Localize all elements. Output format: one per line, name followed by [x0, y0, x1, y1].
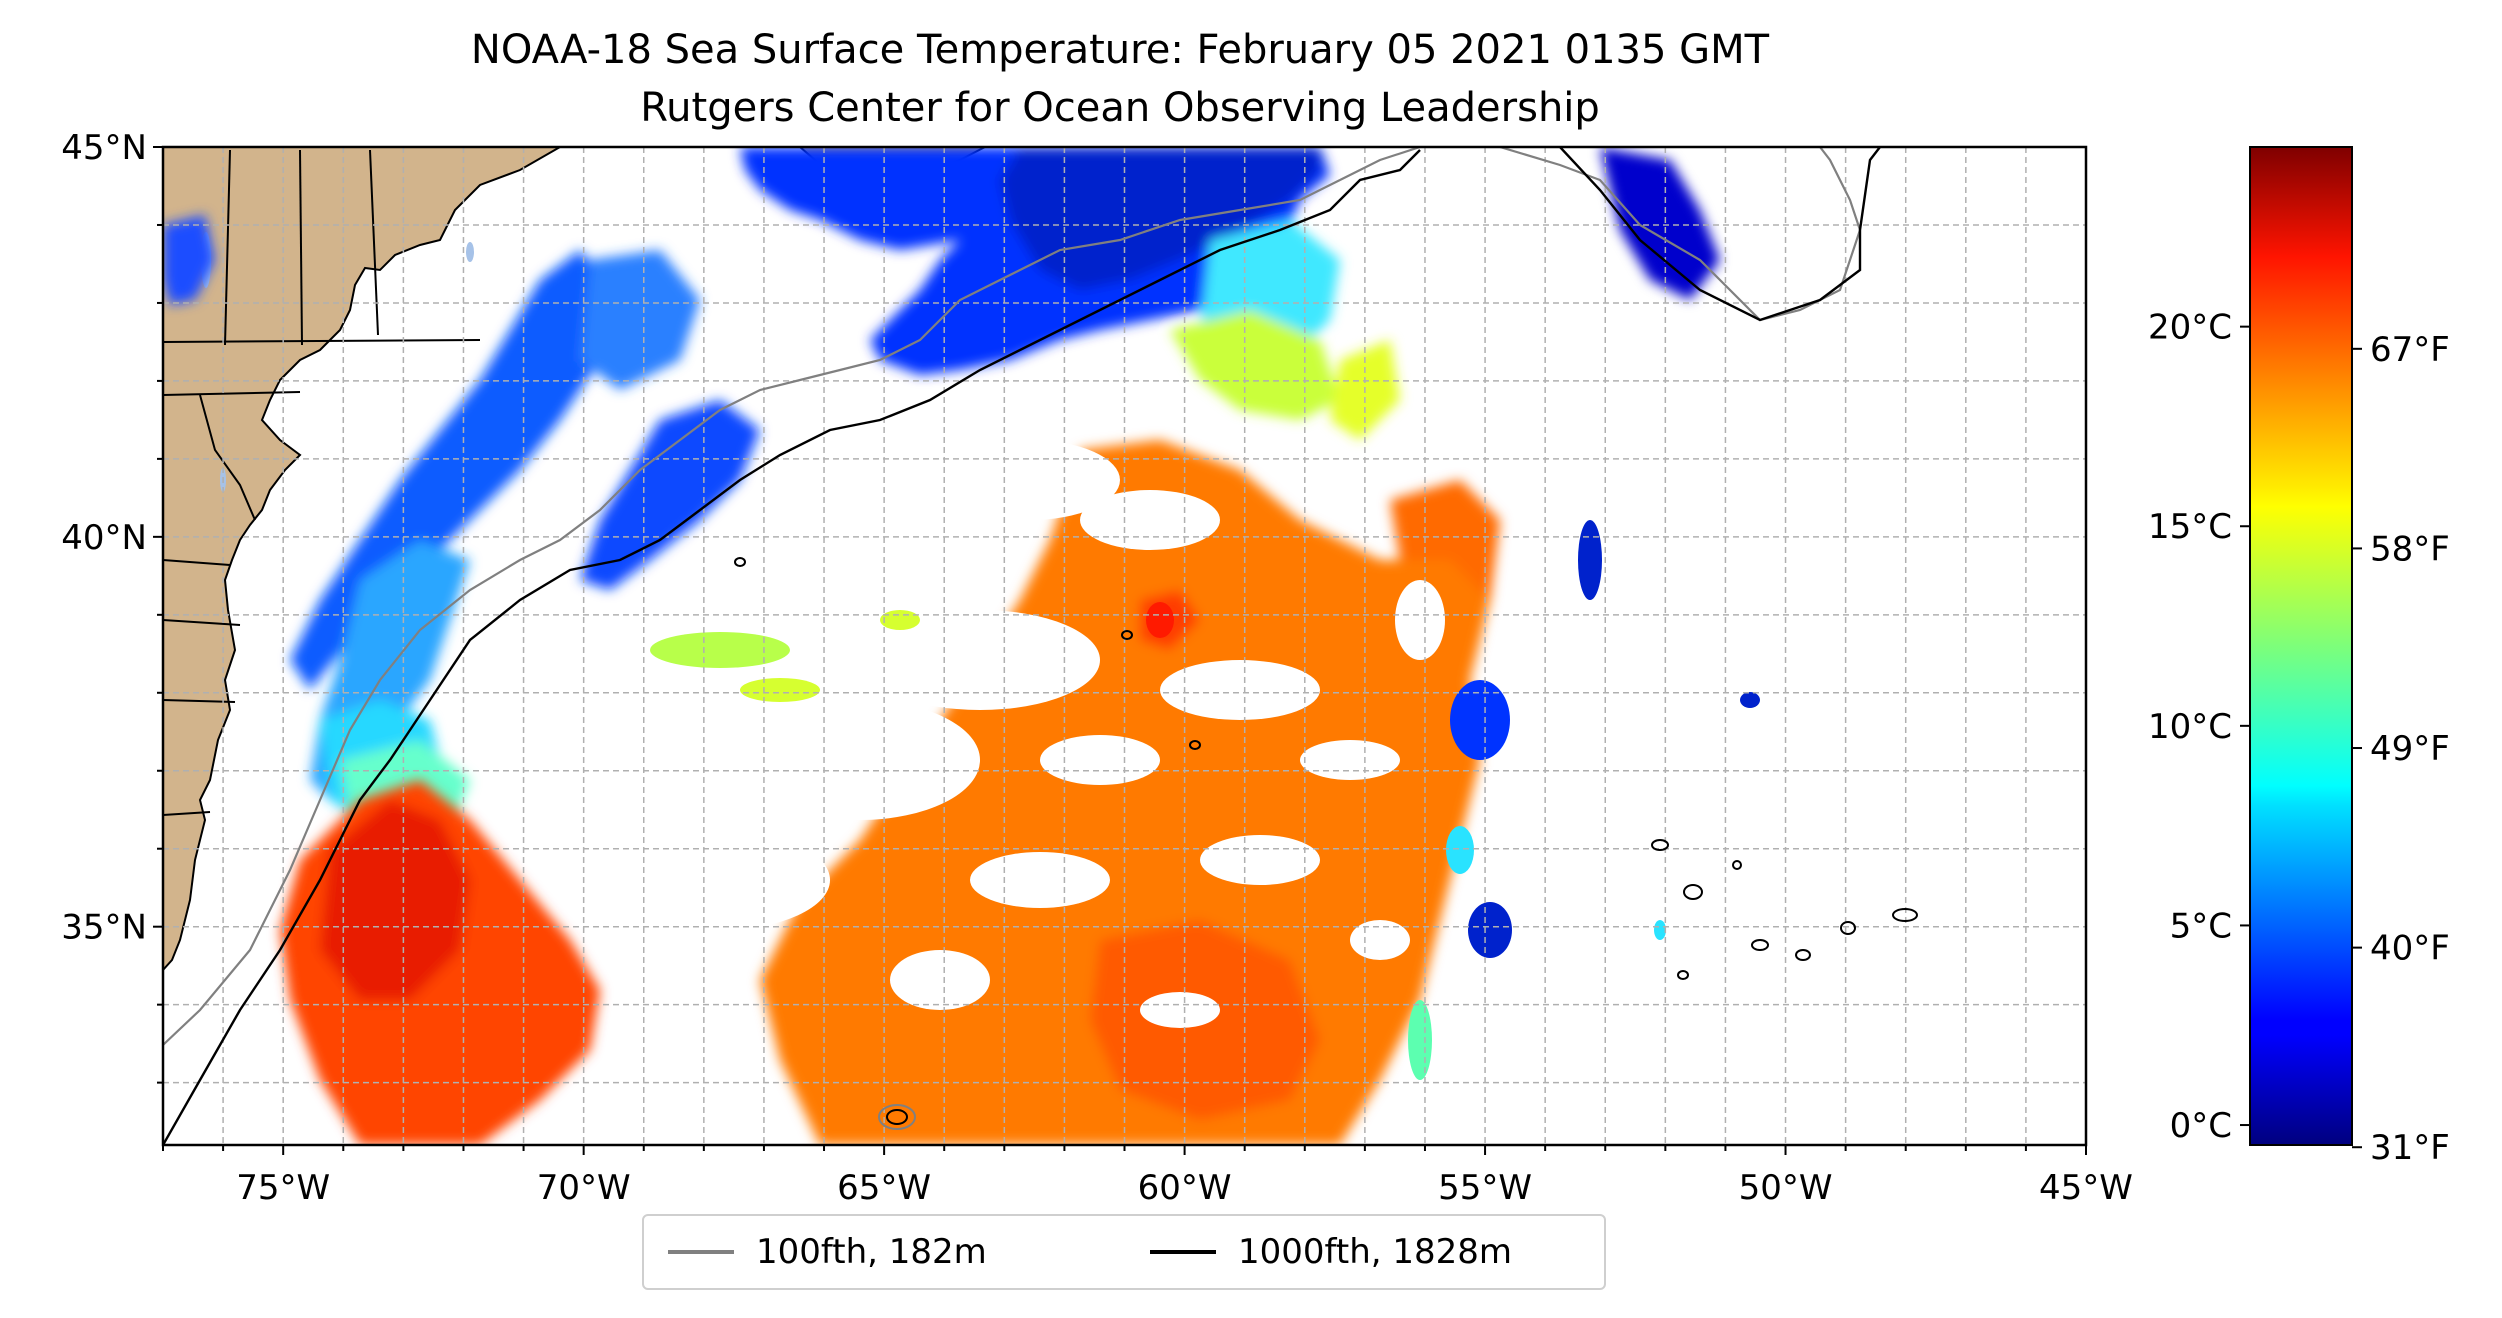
state-borders	[163, 149, 481, 816]
colorbar-celsius-axis: 0°C 5°C 10°C 15°C 20°C	[2148, 308, 2250, 1146]
legend-label-1000fth: 1000fth, 1828m	[1238, 1232, 1513, 1272]
x-tick-label: 70°W	[537, 1168, 631, 1208]
legend-label-100fth: 100fth, 182m	[756, 1232, 987, 1272]
sst-speckle-patches	[650, 520, 1760, 1080]
colorbar-fahrenheit-label: 40°F	[2370, 929, 2450, 969]
colorbar-fahrenheit-axis: 31°F 40°F 49°F 58°F 67°F	[2352, 330, 2450, 1168]
x-tick-label: 50°W	[1739, 1168, 1833, 1208]
colorbar-celsius-label: 5°C	[2170, 906, 2232, 946]
colorbar-celsius-label: 10°C	[2148, 707, 2232, 747]
land-north-america	[163, 147, 563, 972]
x-tick-label: 60°W	[1138, 1168, 1232, 1208]
colorbar-celsius-label: 0°C	[2170, 1106, 2232, 1146]
map-axis-tick-labels: 75°W 70°W 65°W 60°W 55°W 50°W 45°W 45°N 40°N 35°N	[61, 128, 2133, 1208]
y-tick-label: 45°N	[61, 128, 147, 168]
map-plot-area: 75°W 70°W 65°W 60°W 55°W 50°W 45°W 45°N 40°N 35°N	[61, 128, 2133, 1208]
legend-swatch-100fth	[668, 1250, 734, 1254]
colorbar-fahrenheit-label: 31°F	[2370, 1128, 2450, 1168]
legend-item-100fth: 100fth, 182m	[668, 1216, 987, 1288]
isobath-1000fth	[163, 147, 1881, 1145]
colorbar-celsius-label: 20°C	[2148, 308, 2232, 348]
seamount-contours	[734, 557, 1918, 1130]
colorbar: 0°C 5°C 10°C 15°C 20°C 31°F 40°F 49°F 58°F 67°F	[2148, 146, 2450, 1168]
map-gridlines	[163, 147, 2086, 1145]
colorbar-gradient	[2249, 146, 2353, 1146]
figure-title-line2: Rutgers Center for Ocean Observing Leade…	[640, 85, 1600, 131]
legend-swatch-1000fth	[1150, 1250, 1216, 1254]
x-tick-label: 55°W	[1438, 1168, 1532, 1208]
x-tick-label: 75°W	[236, 1168, 330, 1208]
isobath-legend: 100fth, 182m 1000fth, 1828m	[642, 1214, 1606, 1290]
map-axis-ticks	[153, 146, 2087, 1155]
isobath-100fth	[163, 147, 1862, 1046]
x-tick-label: 65°W	[837, 1168, 931, 1208]
colorbar-celsius-label: 15°C	[2148, 507, 2232, 547]
colorbar-fahrenheit-label: 67°F	[2370, 330, 2450, 370]
colorbar-fahrenheit-label: 58°F	[2370, 529, 2450, 569]
figure-title-line1: NOAA-18 Sea Surface Temperature: Februar…	[471, 27, 1770, 73]
y-tick-label: 40°N	[61, 518, 147, 558]
colorbar-fahrenheit-label: 49°F	[2370, 729, 2450, 769]
legend-item-1000fth: 1000fth, 1828m	[1150, 1216, 1512, 1288]
x-tick-label: 45°W	[2039, 1168, 2133, 1208]
y-tick-label: 35°N	[61, 908, 147, 948]
